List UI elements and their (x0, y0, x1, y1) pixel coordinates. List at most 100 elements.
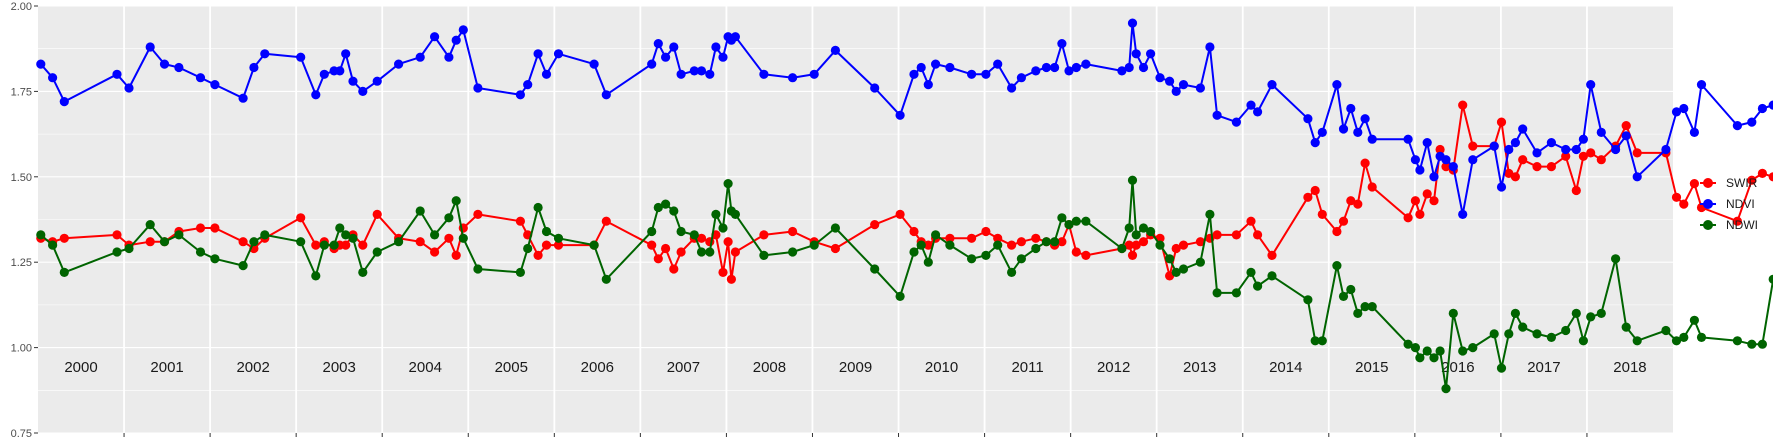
ndvi-point (1267, 80, 1277, 90)
ndvi-point (36, 59, 46, 69)
ndvi-point (1071, 62, 1081, 73)
ndvi-point (916, 62, 926, 73)
swir-point (1124, 240, 1134, 250)
ndvi-point (541, 69, 552, 79)
year-label: 2009 (839, 359, 872, 376)
ndwi-point (1165, 254, 1175, 264)
ndvi-point (1747, 117, 1757, 127)
ndvi-point (1578, 134, 1588, 144)
ndvi-point (358, 86, 368, 96)
swir-point (1403, 213, 1413, 223)
ndwi-point (1346, 284, 1356, 295)
ndwi-point (1403, 339, 1413, 349)
ndwi-point (1057, 213, 1067, 223)
ndvi-point (669, 42, 679, 52)
swir-point (430, 247, 440, 257)
swir-point (210, 223, 220, 233)
ndwi-point (1127, 175, 1138, 185)
ndvi-point (515, 90, 526, 100)
ndwi-point (1332, 261, 1342, 271)
ndvi-point (1131, 49, 1141, 59)
ndvi-point (210, 80, 220, 90)
swir-point (296, 213, 306, 223)
year-label: 2008 (753, 359, 786, 376)
ndwi-point (1117, 243, 1127, 254)
year-label: 2012 (1097, 359, 1130, 376)
ndwi-point (1632, 336, 1642, 346)
y-axis: 0.75 1.00 1.25 1.50 1.75 2.00 (11, 1, 38, 440)
swir-point (1231, 230, 1241, 240)
swir-point (909, 226, 919, 237)
ndvi-point (1171, 86, 1181, 96)
swir-point (1332, 226, 1342, 237)
year-label: 2006 (581, 359, 614, 376)
ndvi-point (1117, 66, 1127, 76)
ndwi-point (415, 206, 425, 216)
swir-point (1468, 141, 1478, 151)
ndwi-point (341, 230, 351, 240)
swir-point (676, 247, 686, 257)
ndwi-point (1596, 308, 1606, 318)
ndwi-point (473, 264, 483, 274)
ndvi-point (1231, 117, 1241, 127)
ndvi-point (174, 62, 184, 73)
ndwi-point (1468, 343, 1478, 353)
ndvi-point (1571, 144, 1581, 155)
ndwi-point (1510, 308, 1520, 318)
year-label: 2014 (1269, 359, 1302, 376)
ndwi-point (1696, 332, 1707, 342)
ndvi-point (1360, 114, 1370, 124)
ndvi-point (430, 32, 440, 42)
ndvi-point (1410, 155, 1420, 165)
ndvi-point (444, 52, 454, 62)
ndwi-point (335, 223, 345, 233)
ndwi-point (533, 202, 543, 213)
y-tick-label: 2.00 (11, 1, 32, 13)
ndvi-point (1611, 144, 1621, 155)
ndvi-point (711, 42, 721, 52)
ndwi-point (358, 267, 368, 277)
ndwi-point (311, 271, 321, 281)
swir-point (1338, 216, 1349, 226)
ndvi-point (1332, 80, 1342, 90)
ndvi-point (1696, 80, 1707, 90)
ndvi-point (653, 39, 663, 49)
swir-point (451, 250, 461, 260)
ndwi-point (1212, 288, 1222, 298)
ndwi-point (260, 230, 270, 240)
ndwi-point (348, 233, 358, 243)
swir-point (1578, 151, 1588, 161)
swir-point (1410, 196, 1420, 206)
ndwi-point (1171, 267, 1181, 277)
ndwi-point (1496, 363, 1507, 373)
ndwi-point (1353, 308, 1363, 318)
ndwi-point (1621, 322, 1631, 332)
ndvi-point (830, 45, 841, 56)
ndwi-point (916, 240, 926, 250)
ndvi-point (1518, 124, 1528, 134)
swir-point (1671, 192, 1682, 202)
ndwi-point (1661, 325, 1671, 336)
ndvi-point (1124, 62, 1134, 73)
swir-point (1679, 199, 1689, 209)
legend-item-ndwi: NDWI (1700, 218, 1758, 232)
year-labels: 2000 2001 2002 2003 2004 2005 2006 2007 2008 2009… (64, 359, 1646, 376)
ndvi-point (1338, 124, 1349, 134)
swir-point (1732, 216, 1742, 226)
ndwi-point (1253, 281, 1263, 291)
year-label: 2016 (1441, 359, 1474, 376)
ndwi-point (1518, 322, 1528, 332)
swir-point (696, 233, 707, 243)
legend-key-point (1703, 220, 1713, 230)
ndwi-line (40, 179, 1773, 390)
swir-point (1081, 250, 1091, 260)
ndvi-point (1671, 107, 1682, 117)
ndvi-point (112, 69, 122, 79)
ndwi-point (696, 247, 707, 257)
ndwi-point (661, 199, 671, 209)
swir-point (1518, 155, 1528, 165)
ndwi-point (723, 179, 733, 189)
ndvi-point (1596, 127, 1606, 137)
ndvi-point (1212, 110, 1222, 120)
swir-point (1246, 216, 1256, 226)
